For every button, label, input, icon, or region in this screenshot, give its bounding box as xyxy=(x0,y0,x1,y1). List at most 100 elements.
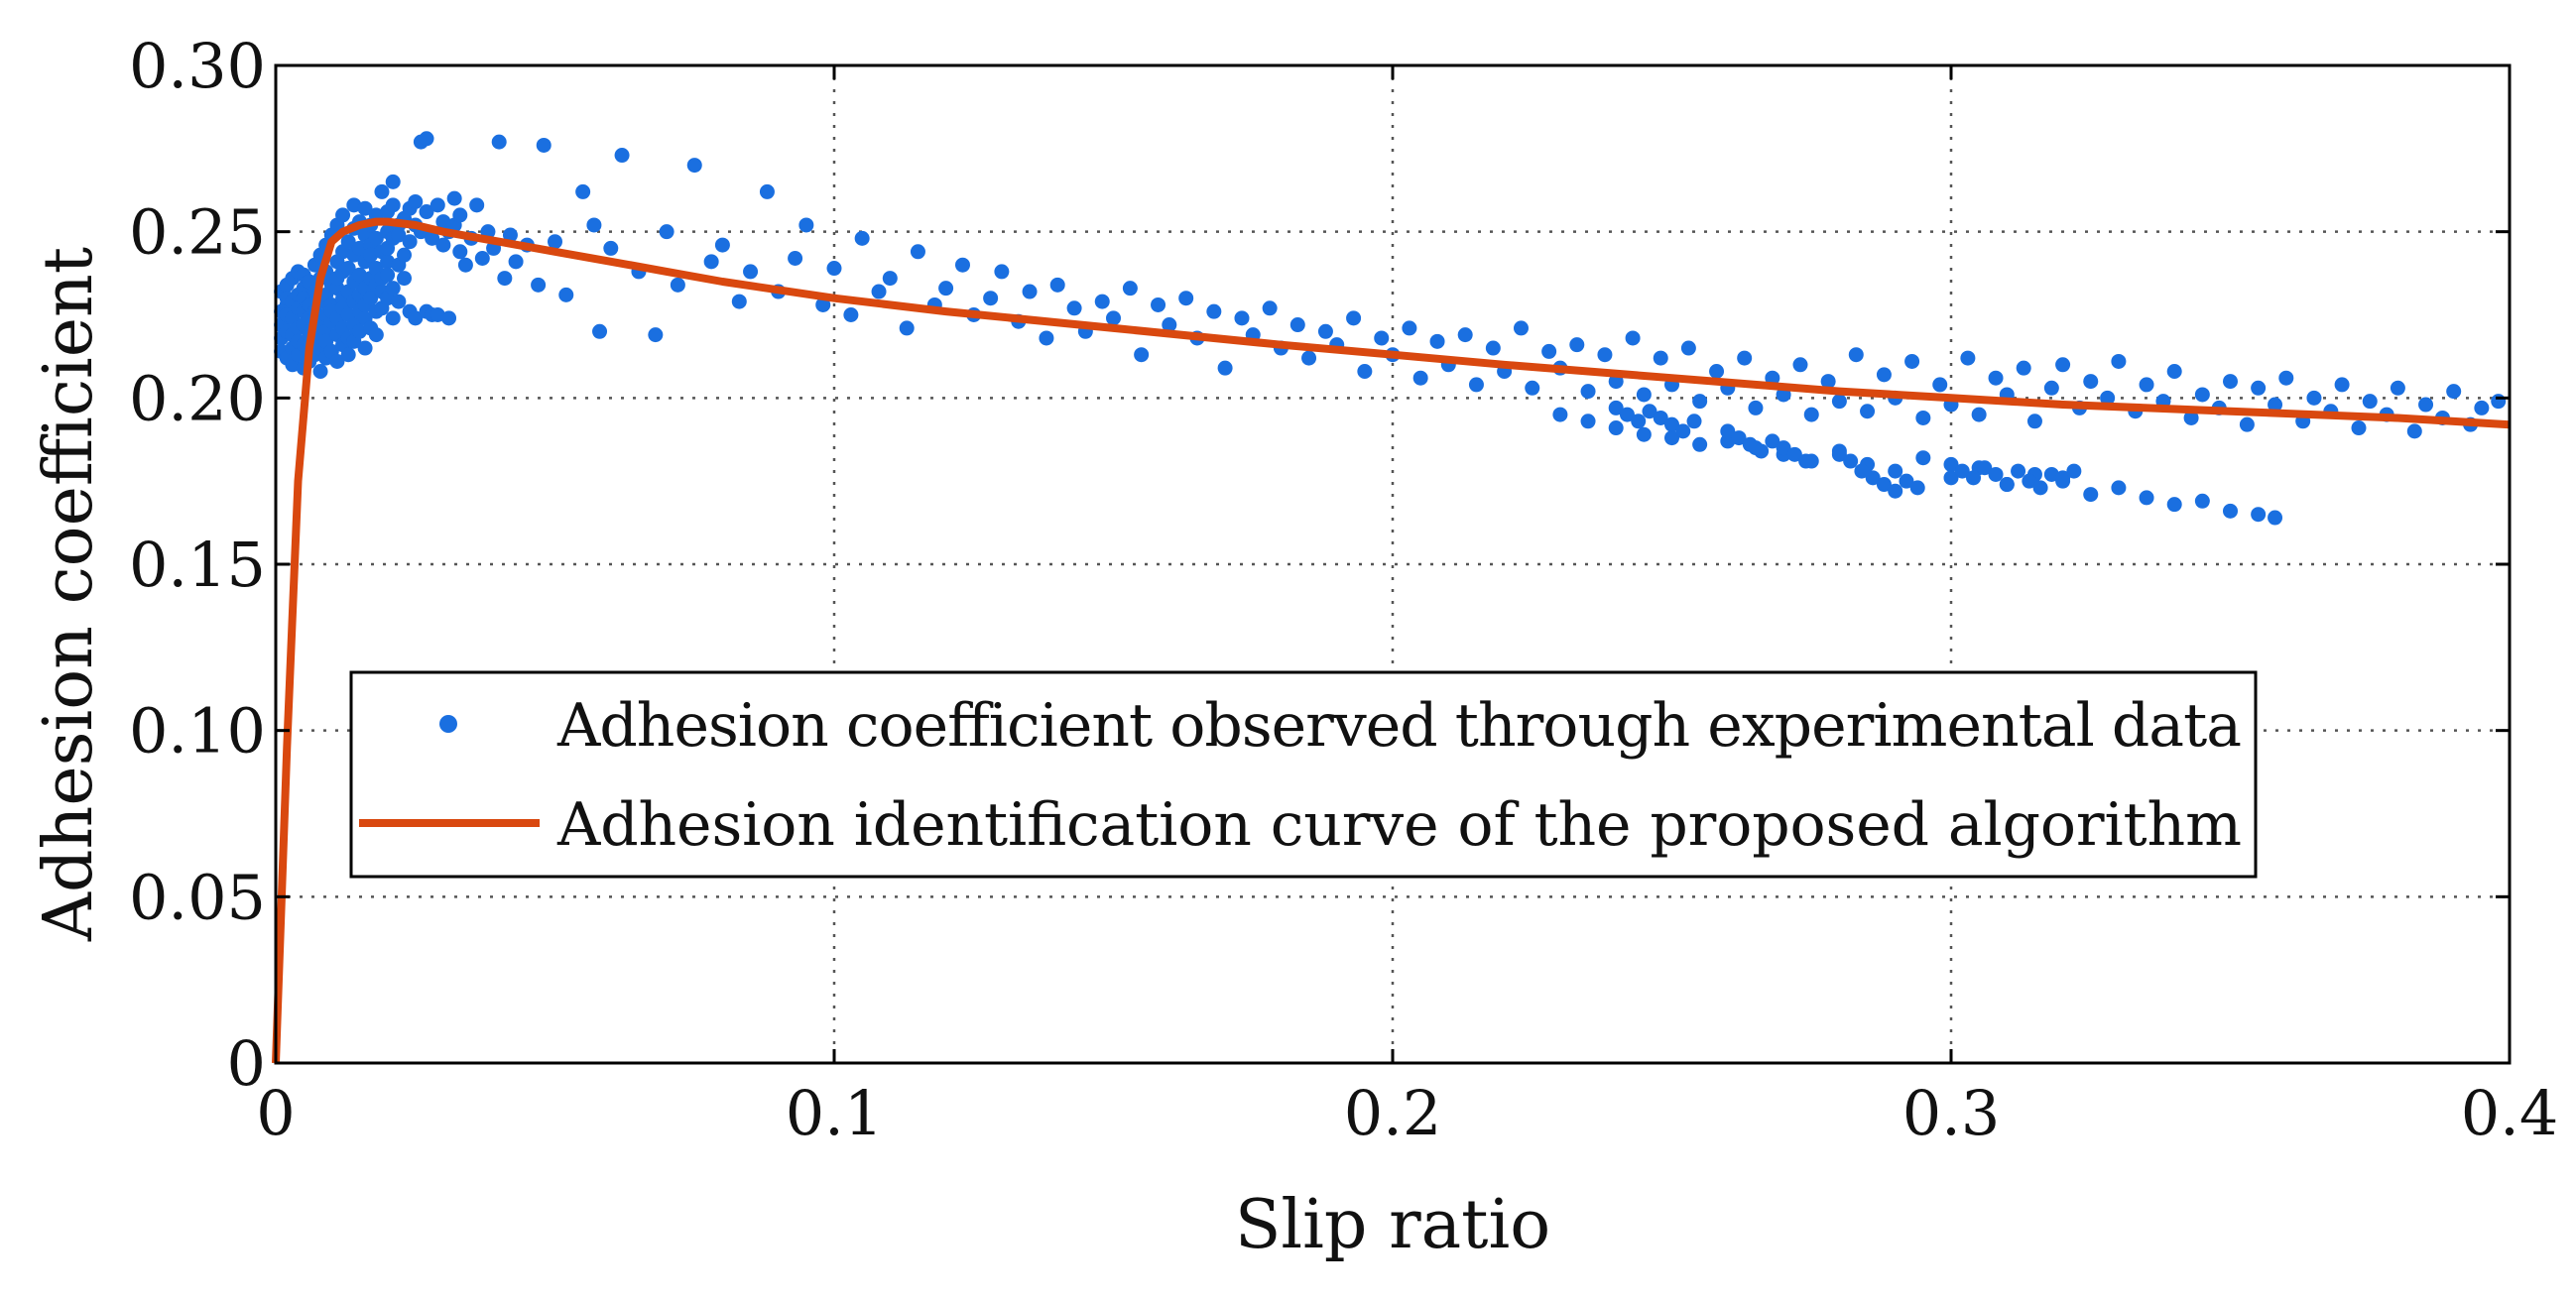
y-tick-label: 0.10 xyxy=(129,695,266,768)
scatter-point xyxy=(1636,387,1652,403)
scatter-point xyxy=(1039,330,1054,346)
scatter-point xyxy=(1803,407,1819,422)
scatter-point xyxy=(351,240,367,256)
scatter-point xyxy=(446,190,462,206)
scatter-point xyxy=(703,254,719,270)
scatter-point xyxy=(1122,281,1138,296)
identification-curve-layer xyxy=(272,217,2511,1064)
scatter-point xyxy=(1776,440,1791,456)
scatter-point xyxy=(1742,436,1758,452)
y-axis-title: Adhesion coefficient xyxy=(30,247,108,942)
scatter-point xyxy=(1619,407,1635,422)
scatter-point xyxy=(357,200,373,216)
scatter-point xyxy=(1692,394,1708,410)
scatter-point xyxy=(508,254,524,270)
scatter-point xyxy=(1888,483,1903,499)
scatter-point xyxy=(1206,303,1222,319)
scatter-point xyxy=(1429,333,1445,349)
scatter-point xyxy=(536,137,552,153)
scatter-point xyxy=(1692,436,1708,452)
scatter-point xyxy=(2111,353,2127,369)
scatter-point xyxy=(1608,420,1624,436)
scatter-point xyxy=(2166,364,2182,380)
scatter-point xyxy=(1597,347,1613,363)
scatter-point xyxy=(1642,404,1657,419)
scatter-point xyxy=(1357,364,1373,380)
x-tick-label: 0.4 xyxy=(2461,1077,2559,1149)
scatter-point xyxy=(2055,470,2071,486)
scatter-point xyxy=(2223,503,2238,519)
scatter-point xyxy=(1569,337,1585,353)
scatter-point xyxy=(457,257,473,273)
scatter-point xyxy=(1022,284,1038,299)
scatter-point xyxy=(340,234,356,250)
scatter-point xyxy=(385,310,401,326)
scatter-point xyxy=(2083,487,2099,503)
scatter-point xyxy=(2011,463,2026,479)
scatter-point xyxy=(1720,423,1736,439)
scatter-point xyxy=(1843,453,1859,469)
scatter-point xyxy=(558,287,574,302)
scatter-point xyxy=(586,217,602,233)
scatter-point xyxy=(910,244,925,260)
scatter-point xyxy=(1653,410,1668,425)
scatter-point xyxy=(548,234,562,250)
x-tick-label: 0.2 xyxy=(1344,1077,1442,1149)
scatter-point xyxy=(1513,320,1529,336)
scatter-point xyxy=(1552,407,1568,422)
scatter-point xyxy=(391,294,407,309)
scatter-point xyxy=(1915,450,1931,466)
scatter-point xyxy=(385,281,401,296)
scatter-point xyxy=(2166,497,2182,513)
scatter-point xyxy=(1217,360,1233,376)
scatter-point xyxy=(1988,370,2004,386)
scatter-point xyxy=(2239,416,2255,432)
scatter-point xyxy=(363,291,379,306)
scatter-point xyxy=(2418,397,2434,413)
scatter-point xyxy=(743,264,759,280)
scatter-point xyxy=(659,224,675,240)
scatter-point xyxy=(1317,323,1333,339)
y-tick-label: 0.20 xyxy=(129,362,266,434)
scatter-point xyxy=(1686,414,1702,429)
scatter-point xyxy=(1457,327,1473,343)
scatter-point xyxy=(385,197,401,213)
scatter-point xyxy=(1675,423,1691,439)
scatter-point xyxy=(954,257,970,273)
scatter-points xyxy=(274,131,2507,526)
scatter-point xyxy=(340,261,356,277)
scatter-point xyxy=(1737,350,1753,366)
y-tick-label: 0 xyxy=(227,1027,266,1100)
scatter-point xyxy=(1162,317,1177,333)
scatter-point xyxy=(1301,350,1317,366)
scatter-point xyxy=(1402,320,1417,336)
scatter-point xyxy=(1876,367,1892,383)
scatter-point xyxy=(1754,443,1770,459)
scatter-point xyxy=(1792,357,1808,373)
scatter-point xyxy=(402,234,418,250)
legend-label-scatter: Adhesion coefficient observed through ex… xyxy=(556,691,2242,761)
scatter-point xyxy=(871,284,887,299)
scatter-point xyxy=(380,254,396,270)
scatter-point xyxy=(1848,347,1864,363)
scatter-point xyxy=(1904,353,1920,369)
scatter-point xyxy=(1541,343,1557,359)
y-tick-label: 0.15 xyxy=(129,529,266,601)
scatter-point xyxy=(2351,420,2367,436)
scatter-point xyxy=(335,207,351,223)
scatter-point xyxy=(2251,380,2267,396)
scatter-point xyxy=(2390,380,2405,396)
scatter-point xyxy=(2100,390,2116,406)
scatter-point xyxy=(502,227,518,243)
scatter-point xyxy=(1899,473,1914,489)
y-tick-label: 0.30 xyxy=(129,30,266,102)
scatter-point xyxy=(435,237,451,253)
scatter-point xyxy=(1748,400,1764,415)
scatter-point xyxy=(419,204,434,220)
scatter-point xyxy=(1625,330,1641,346)
scatter-point xyxy=(1525,380,1540,396)
scatter-point xyxy=(2223,374,2238,390)
legend: Adhesion coefficient observed through ex… xyxy=(349,670,2258,879)
scatter-point xyxy=(1636,426,1652,442)
scatter-point xyxy=(474,250,490,266)
